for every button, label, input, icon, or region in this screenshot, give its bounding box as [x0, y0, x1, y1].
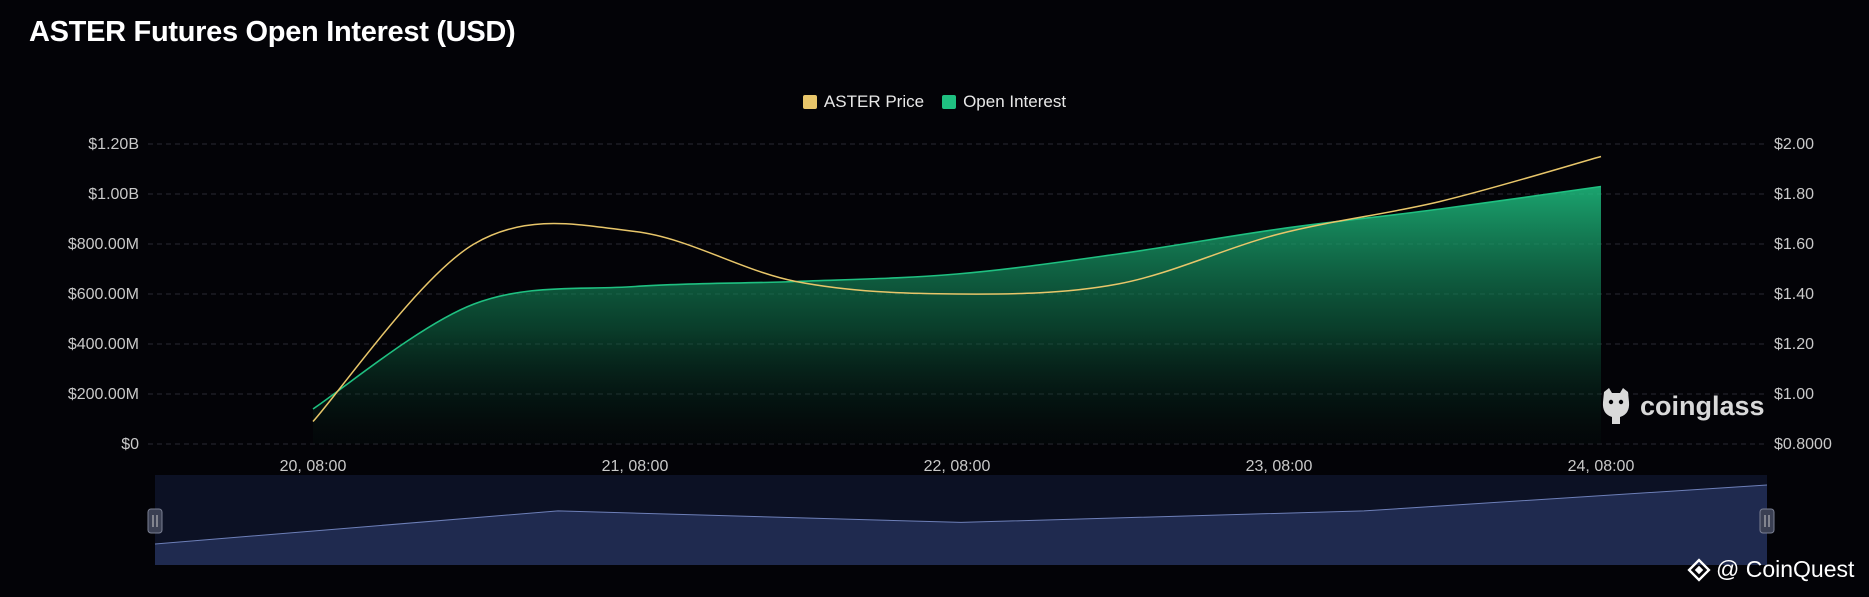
chart-legend: ASTER Price Open Interest	[0, 92, 1869, 112]
time-range-navigator[interactable]	[147, 475, 1775, 565]
coinglass-watermark: coinglass	[1598, 386, 1765, 426]
right-axis-tick-label: $2.00	[1774, 136, 1814, 153]
x-axis-tick-label: 20, 08:00	[280, 458, 347, 475]
navigator-left-handle[interactable]	[147, 508, 163, 534]
left-y-axis: $0 $200.00M $400.00M $600.00M $800.00M $1.00B…	[68, 136, 139, 453]
left-axis-tick-label: $200.00M	[68, 386, 139, 403]
credit-text: @ CoinQuest	[1716, 556, 1855, 582]
left-axis-tick-label: $1.20B	[88, 136, 139, 153]
coinglass-logo-icon	[1602, 388, 1630, 424]
right-axis-tick-label: $1.20	[1774, 336, 1814, 353]
legend-label-open-interest: Open Interest	[963, 92, 1067, 111]
credit: @ CoinQuest	[1686, 556, 1854, 583]
right-axis-tick-label: $0.8000	[1774, 436, 1832, 453]
x-axis-tick-label: 23, 08:00	[1246, 458, 1313, 475]
open-interest-area	[313, 186, 1601, 444]
navigator-area	[155, 485, 1767, 565]
legend-label-price: ASTER Price	[823, 92, 925, 111]
open-interest-line	[312, 185, 1602, 410]
x-axis-tick-label: 24, 08:00	[1568, 458, 1635, 475]
page-title: ASTER Futures Open Interest (USD)	[29, 16, 516, 48]
left-axis-tick-label: $400.00M	[68, 336, 139, 353]
right-axis-tick-label: $1.60	[1774, 236, 1814, 253]
price-swatch	[802, 95, 817, 109]
open-interest-swatch	[942, 95, 957, 109]
right-axis-tick-label: $1.80	[1774, 186, 1814, 203]
left-axis-tick-label: $800.00M	[68, 236, 139, 253]
watermark-text: coinglass	[1640, 390, 1765, 421]
x-axis: 20, 08:00 21, 08:00 22, 08:00 23, 08:00 24, …	[280, 458, 1635, 475]
x-axis-tick-label: 22, 08:00	[924, 458, 991, 475]
aster-price-line	[312, 155, 1602, 423]
legend-item-open-interest[interactable]: Open Interest	[942, 92, 1066, 112]
right-y-axis: $0.8000 $1.00 $1.20 $1.40 $1.60 $1.80 $2.00	[1774, 136, 1832, 453]
left-axis-tick-label: $1.00B	[88, 186, 139, 203]
diamond-logo-icon	[1687, 557, 1711, 582]
right-axis-tick-label: $1.00	[1774, 386, 1814, 403]
series-layer	[312, 155, 1602, 444]
navigator-line	[154, 484, 1768, 545]
right-axis-tick-label: $1.40	[1774, 286, 1814, 303]
left-axis-tick-label: $0	[121, 436, 139, 453]
x-axis-tick-label: 21, 08:00	[602, 458, 669, 475]
left-axis-tick-label: $600.00M	[68, 286, 139, 303]
navigator-right-handle[interactable]	[1759, 508, 1775, 534]
legend-item-price[interactable]: ASTER Price	[802, 92, 925, 112]
